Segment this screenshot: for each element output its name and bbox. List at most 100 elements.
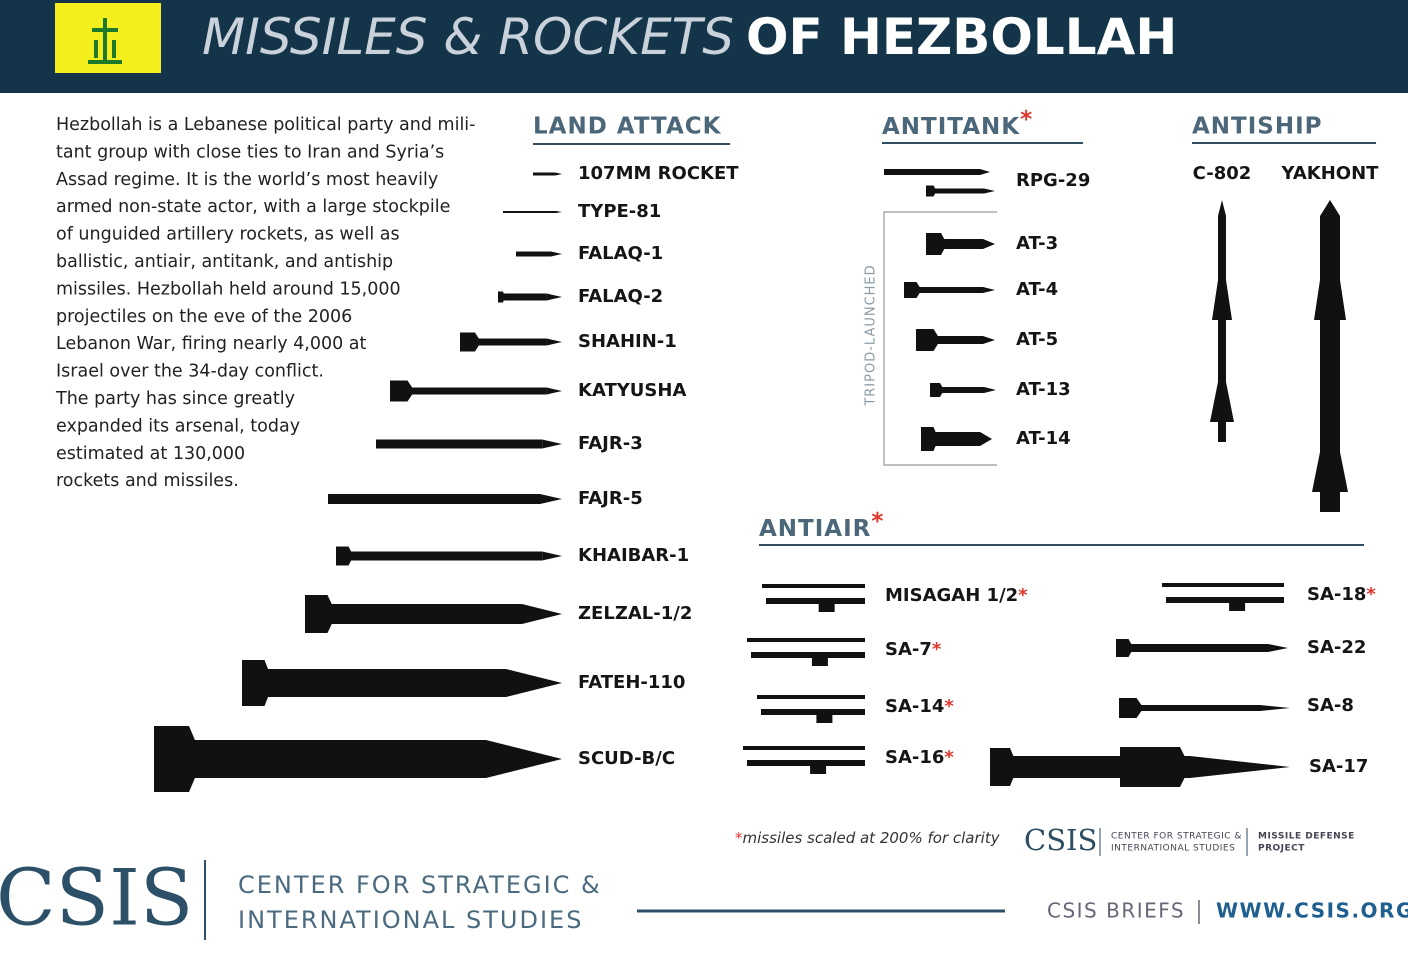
- weapon-name: SA-22: [1307, 637, 1366, 658]
- missile-fins: [1312, 452, 1348, 492]
- missile-fins: [336, 546, 354, 566]
- small-logo-text: PROJECT: [1258, 844, 1305, 854]
- missile-body: [242, 669, 506, 697]
- missile-body: [904, 287, 983, 293]
- missile-fins: [904, 282, 922, 298]
- launcher-body: [1166, 597, 1284, 603]
- asterisk: *: [735, 829, 743, 847]
- missile-fins: [921, 427, 939, 451]
- missile-body: [916, 336, 983, 344]
- section-title: ANTITANK*: [882, 107, 1033, 140]
- missile-nose: [555, 172, 562, 176]
- missile-fins: [305, 595, 337, 633]
- weapon-label: SA-7*: [885, 639, 942, 660]
- small-logo-text: MISSILE DEFENSE: [1258, 832, 1355, 842]
- missile-body: [154, 740, 486, 778]
- intro-line: estimated at 130,000: [56, 444, 245, 464]
- section-title-text: ANTITANK: [882, 114, 1020, 140]
- weapon-label: SA-8: [1307, 695, 1354, 716]
- intro-line: missiles. Hezbollah held around 15,000: [56, 279, 401, 299]
- launcher-body: [747, 760, 865, 766]
- weapon-label: C-802: [1193, 163, 1252, 184]
- launcher-body: [761, 709, 865, 715]
- missile-nose: [1190, 756, 1290, 778]
- missile-nose: [1218, 200, 1226, 216]
- intro-line: rockets and missiles.: [56, 471, 239, 491]
- launcher-tube: [743, 746, 865, 750]
- intro-line: expanded its arsenal, today: [56, 416, 300, 436]
- asterisk: *: [1366, 584, 1376, 605]
- footer-briefs: CSIS BRIEFS: [1047, 899, 1185, 923]
- launcher-body: [766, 598, 865, 604]
- title-light: MISSILES & ROCKETS: [202, 8, 734, 66]
- footer-org: INTERNATIONAL STUDIES: [238, 906, 583, 934]
- missile-fins: [1210, 382, 1234, 422]
- missile-nose: [983, 336, 995, 344]
- section-title: LAND ATTACK: [533, 114, 722, 140]
- footer-url: WWW.CSIS.ORG: [1216, 899, 1408, 923]
- missile-fins: [498, 291, 505, 303]
- weapon-label: RPG-29: [1016, 170, 1090, 191]
- footer-logo: CSIS: [0, 854, 193, 944]
- intro-line: tant group with close ties to Iran and S…: [56, 142, 444, 162]
- weapon-label: SCUD-B/C: [578, 748, 675, 769]
- weapon-label: SHAHIN-1: [578, 331, 677, 352]
- missile-fins: [916, 329, 941, 351]
- missile-nose: [1268, 644, 1288, 652]
- missile-nose: [546, 387, 562, 395]
- weapon-label: FAJR-3: [578, 433, 643, 454]
- missile-nose: [540, 494, 562, 504]
- asterisk: *: [944, 696, 954, 717]
- missile-body: [926, 188, 984, 194]
- weapon-label: TYPE-81: [578, 201, 661, 222]
- missile-body: [390, 387, 547, 395]
- missile-body: [305, 604, 522, 624]
- weapon-label: FALAQ-1: [578, 243, 663, 264]
- missile-nose: [486, 740, 562, 778]
- missile-nose: [546, 338, 562, 346]
- footer-org: CENTER FOR STRATEGIC &: [238, 871, 602, 899]
- missile-body: [884, 169, 980, 175]
- launcher-grip: [816, 713, 833, 723]
- weapon-label: AT-14: [1016, 428, 1071, 449]
- missile-nose: [551, 251, 562, 257]
- missile-nose: [1320, 200, 1340, 216]
- weapon-label: AT-3: [1016, 233, 1058, 254]
- section-title: ANTIAIR*: [759, 509, 884, 542]
- missile-body: [328, 494, 540, 504]
- tripod-bracket: [883, 211, 997, 466]
- launcher-tube: [762, 584, 865, 588]
- missile-nose: [546, 293, 562, 301]
- launcher-body: [751, 652, 865, 658]
- title-bold: OF HEZBOLLAH: [746, 8, 1177, 66]
- missile-fins: [1314, 280, 1346, 320]
- intro-line: Lebanon War, firing nearly 4,000 at: [56, 334, 367, 354]
- launcher-grip: [818, 602, 835, 612]
- missile-nose: [983, 287, 995, 293]
- weapon-label: SA-17: [1309, 756, 1368, 777]
- missile-nose: [1260, 705, 1290, 711]
- weapon-label: MISAGAH 1/2*: [885, 585, 1028, 606]
- missile-fins: [460, 332, 481, 352]
- title: MISSILES & ROCKETS OF HEZBOLLAH: [202, 8, 1177, 66]
- missile-fins: [390, 380, 415, 402]
- missile-fins: [242, 660, 274, 706]
- missile-nose: [984, 188, 995, 194]
- weapon-label: AT-13: [1016, 379, 1071, 400]
- flag-emblem: [88, 18, 122, 64]
- missile-nose: [980, 169, 990, 175]
- asterisk: *: [944, 747, 954, 768]
- intro-line: Israel over the 34-day conflict.: [56, 362, 324, 382]
- intro-line: of unguided artillery rockets, as well a…: [56, 225, 400, 245]
- asterisk: *: [1018, 585, 1028, 606]
- intro-line: projectiles on the eve of the 2006: [56, 307, 352, 327]
- asterisk: *: [932, 639, 942, 660]
- missile-nose: [542, 551, 562, 561]
- launcher-grip: [810, 764, 827, 774]
- missile-nose: [542, 439, 562, 449]
- launcher-grip: [1229, 601, 1246, 611]
- weapon-label: FAJR-5: [578, 488, 643, 509]
- weapon-label: YAKHONT: [1281, 163, 1380, 184]
- missile-body: [516, 251, 551, 257]
